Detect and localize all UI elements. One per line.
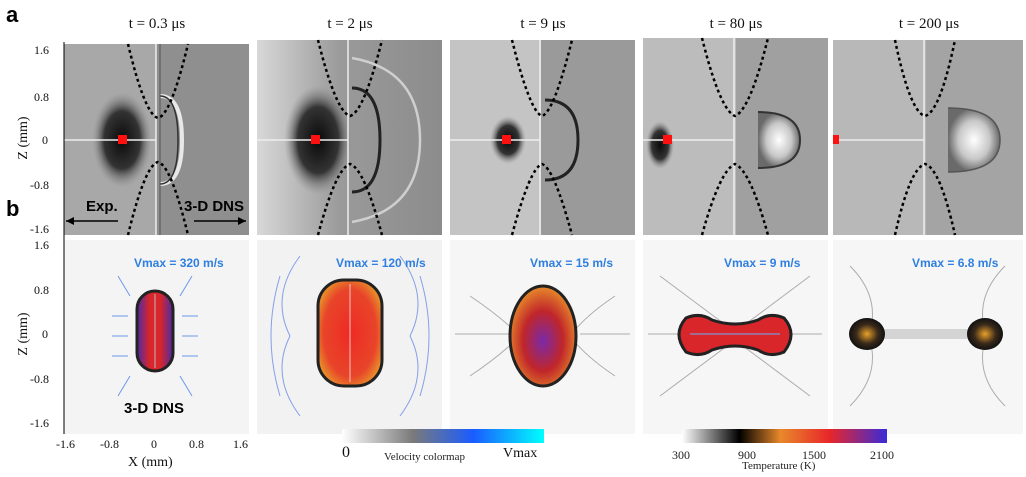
temperature-tick: 300 — [672, 448, 690, 462]
frame-a-4 — [643, 37, 828, 236]
dns-label-a: 3-D DNS — [184, 198, 245, 215]
velocity-colorbar-max: Vmax — [503, 446, 538, 461]
panel-b-x-tick: 0.8 — [189, 437, 204, 451]
frame-b-4 — [643, 240, 828, 434]
temperature-tick: 900 — [738, 448, 756, 462]
frame-b-1 — [63, 238, 249, 434]
temperature-colorbar-title: Temperature (K) — [742, 460, 816, 472]
frame-b-3 — [450, 240, 635, 434]
frame-a-1 — [63, 42, 249, 238]
panel-b-x-tick: 0 — [151, 437, 157, 451]
time-label-4: t = 80 μs — [709, 16, 763, 32]
vmax-label-1: Vmax = 320 m/s — [134, 256, 224, 270]
panel-b-y-tick: 0.8 — [34, 283, 49, 297]
frame-a-5 — [833, 39, 1023, 236]
panel-b-y-tick: 1.6 — [34, 238, 49, 252]
velocity-colorbar-title: Velocity colormap — [384, 451, 465, 463]
vmax-label-3: Vmax = 15 m/s — [530, 256, 614, 270]
panel-b-x-axis-title: X (mm) — [128, 455, 173, 470]
temperature-tick: 1500 — [802, 448, 826, 462]
panel-b-images — [63, 238, 1023, 434]
vmax-label-4: Vmax = 9 m/s — [724, 256, 801, 270]
frame-a-3 — [450, 39, 635, 236]
panel-a-y-tick: -1.6 — [30, 222, 49, 236]
panel-a-y-tick: 1.6 — [34, 43, 49, 57]
panel-b-y-tick: 0 — [42, 327, 48, 341]
panel-b-x-tick: -1.6 — [56, 437, 75, 451]
velocity-colorbar-min: 0 — [342, 444, 350, 461]
time-label-3: t = 9 μs — [520, 16, 566, 32]
panel-b-label: b — [6, 196, 20, 221]
panel-b-y-tick: -1.6 — [30, 416, 49, 430]
frame-b-5 — [833, 240, 1023, 434]
panel-a-y-tick: 0.8 — [34, 90, 49, 104]
time-label-5: t = 200 μs — [898, 16, 960, 32]
frame-b-2 — [257, 240, 442, 434]
time-label-1: t = 0.3 μs — [128, 16, 186, 32]
temperature-tick: 2100 — [870, 448, 894, 462]
panel-a-images — [63, 37, 1023, 238]
panel-b-x-tick: 1.6 — [233, 437, 248, 451]
exp-label: Exp. — [86, 198, 118, 215]
vmax-label-5: Vmax = 6.8 m/s — [912, 256, 999, 270]
vmax-label-2: Vmax = 120 m/s — [336, 256, 426, 270]
frame-a-2 — [257, 39, 442, 236]
panel-b-x-tick: -0.8 — [100, 437, 119, 451]
panel-b-y-tick: -0.8 — [30, 372, 49, 386]
dns-label-b: 3-D DNS — [124, 400, 185, 417]
velocity-colorbar — [342, 429, 544, 443]
panel-a-label: a — [6, 2, 19, 27]
panel-a-y-tick: 0 — [42, 133, 48, 147]
panel-a-y-tick: -0.8 — [30, 178, 49, 192]
temperature-colorbar — [682, 429, 887, 443]
time-label-2: t = 2 μs — [327, 16, 373, 32]
